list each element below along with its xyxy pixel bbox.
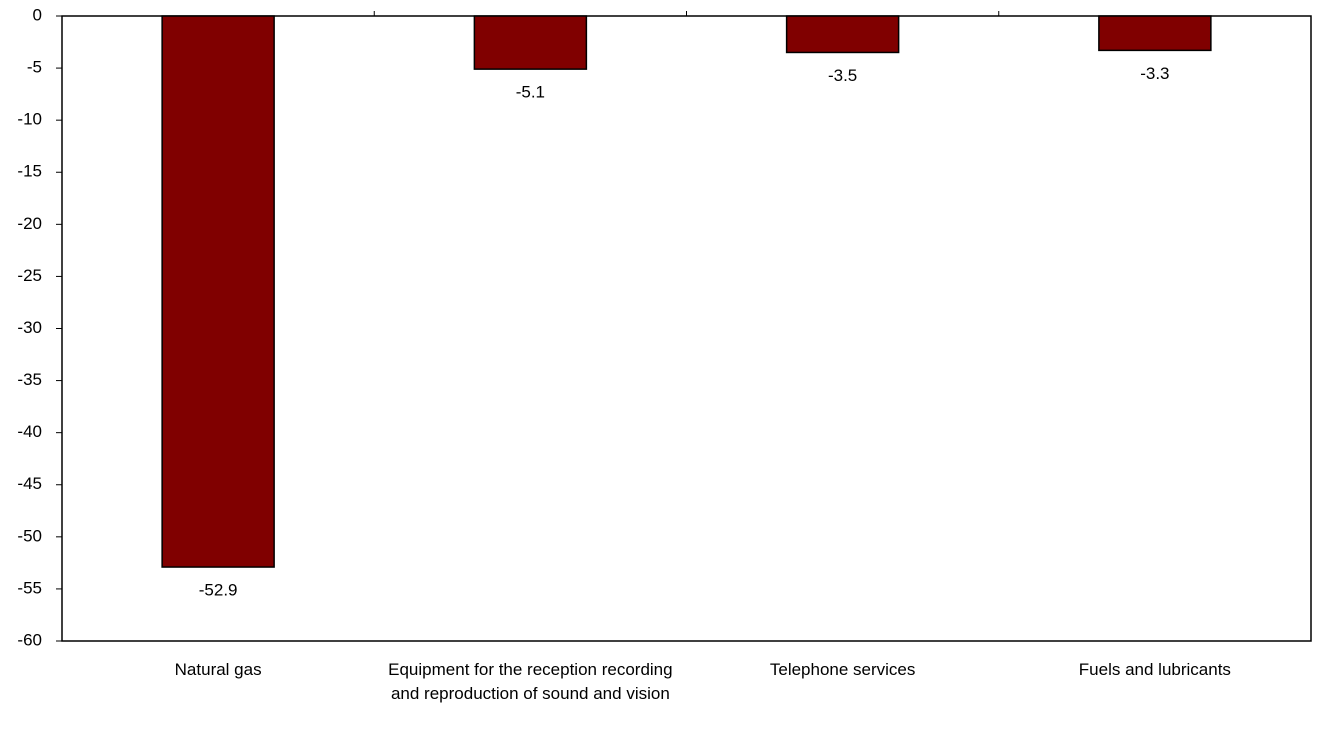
y-tick-label: -40 (17, 422, 42, 441)
y-tick-label: -35 (17, 370, 42, 389)
y-tick-label: 0 (33, 5, 42, 24)
bar (1098, 15, 1212, 52)
bar (161, 15, 275, 568)
y-tick-label: -60 (17, 630, 42, 649)
bar (785, 15, 900, 54)
y-tick-label: -20 (17, 214, 42, 233)
y-tick-label: -10 (17, 110, 42, 129)
y-tick-label: -30 (17, 318, 42, 337)
data-label: -5.1 (516, 83, 545, 102)
x-tick-label: Equipment for the reception recording an… (388, 660, 673, 703)
x-tick-label: Fuels and lubricants (1078, 660, 1231, 679)
y-tick-label: -5 (27, 58, 42, 77)
y-tick-label: -50 (17, 526, 42, 545)
y-tick-label: -25 (17, 266, 42, 285)
y-tick-label: -55 (17, 578, 42, 597)
x-tick-label: Telephone services (769, 660, 916, 679)
data-label: -52.9 (199, 581, 238, 600)
y-tick-label: -45 (17, 474, 42, 493)
data-label: -3.5 (828, 66, 857, 85)
y-tick-label: -15 (17, 162, 42, 181)
data-label: -3.3 (1140, 64, 1169, 83)
x-tick-label: Natural gas (174, 660, 262, 679)
bar (473, 15, 588, 70)
